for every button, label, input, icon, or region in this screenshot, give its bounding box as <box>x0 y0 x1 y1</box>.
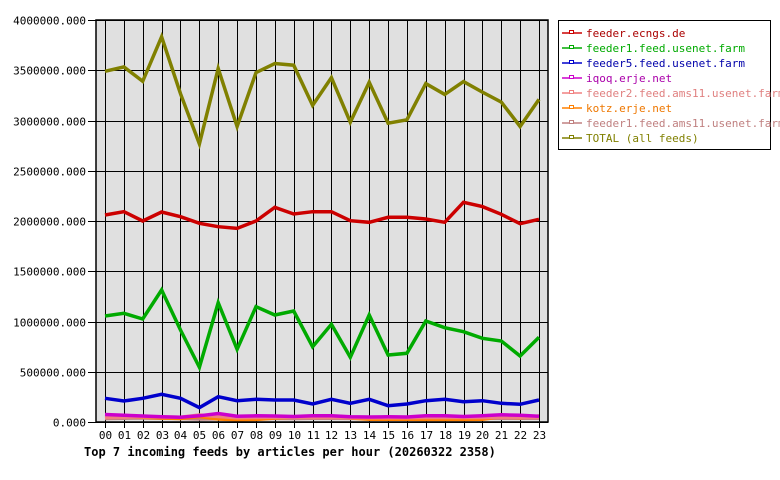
series-line <box>104 286 541 373</box>
x-tick-label: 17 <box>420 429 433 442</box>
legend: feeder.ecngs.de feeder1.feed.usenet.farm f… <box>558 20 780 150</box>
legend-marker-icon <box>569 30 574 34</box>
y-tick-label: 4000000.000 <box>13 15 86 28</box>
x-tick-label: 16 <box>401 429 414 442</box>
legend-label: iqoq.erje.net <box>586 72 672 85</box>
x-tick-label: 14 <box>363 429 377 442</box>
series-lines <box>104 31 541 422</box>
chart-title: Top 7 incoming feeds by articles per hou… <box>84 445 496 459</box>
x-tick-label: 19 <box>458 429 471 442</box>
x-tick-label: 20 <box>476 429 489 442</box>
series-line <box>104 411 540 419</box>
y-tick-label: 0.000 <box>53 417 86 430</box>
legend-label: feeder1.feed.usenet.farm <box>586 42 745 55</box>
x-tick-label: 18 <box>439 429 452 442</box>
x-tick-label: 08 <box>250 429 263 442</box>
x-axis: 00 01 02 03 04 05 06 07 08 09 10 11 12 13 14 15 16 17 18 19… <box>99 422 546 442</box>
legend-marker-icon <box>569 75 574 79</box>
legend-label: TOTAL (all feeds) <box>586 132 699 145</box>
x-tick-label: 10 <box>288 429 301 442</box>
plot-border <box>95 19 549 423</box>
x-tick-label: 15 <box>382 429 395 442</box>
legend-marker-icon <box>569 120 574 124</box>
y-axis: 0.000 500000.000 1000000.000 1500000.000 200… <box>13 15 96 430</box>
x-tick-label: 02 <box>137 429 150 442</box>
x-tick-label: 01 <box>118 429 131 442</box>
legend-marker-icon <box>569 90 574 94</box>
x-tick-label: 21 <box>495 429 508 442</box>
legend-label: feeder5.feed.usenet.farm <box>586 57 745 70</box>
legend-label: kotz.erje.net <box>586 102 672 115</box>
x-tick-label: 22 <box>514 429 527 442</box>
x-tick-label: 11 <box>307 429 320 442</box>
x-tick-label: 03 <box>156 429 169 442</box>
y-tick-label: 1500000.000 <box>13 266 86 279</box>
x-tick-label: 09 <box>269 429 282 442</box>
x-tick-label: 04 <box>174 429 188 442</box>
legend-label: feeder2.feed.ams11.usenet.farm <box>586 87 780 100</box>
legend-marker-icon <box>569 105 574 109</box>
x-tick-label: 23 <box>533 429 546 442</box>
legend-label: feeder1.feed.ams11.usenet.farm <box>586 117 780 130</box>
legend-box <box>558 20 771 150</box>
legend-marker-icon <box>569 135 574 139</box>
y-tick-label: 3000000.000 <box>13 116 86 129</box>
legend-marker-icon <box>569 60 574 64</box>
y-tick-label: 500000.000 <box>20 367 86 380</box>
legend-marker-icon <box>569 45 574 49</box>
x-tick-label: 13 <box>344 429 357 442</box>
x-tick-label: 12 <box>325 429 338 442</box>
x-tick-label: 05 <box>193 429 206 442</box>
series-line <box>104 392 540 410</box>
y-tick-label: 2500000.000 <box>13 166 86 179</box>
y-tick-label: 3500000.000 <box>13 65 86 78</box>
x-tick-label: 07 <box>231 429 244 442</box>
y-tick-label: 1000000.000 <box>13 317 86 330</box>
legend-label: feeder.ecngs.de <box>586 27 685 40</box>
y-tick-label: 2000000.000 <box>13 216 86 229</box>
x-tick-label: 00 <box>99 429 112 442</box>
series-line <box>104 200 540 231</box>
series-line <box>104 31 541 150</box>
x-tick-label: 06 <box>212 429 225 442</box>
